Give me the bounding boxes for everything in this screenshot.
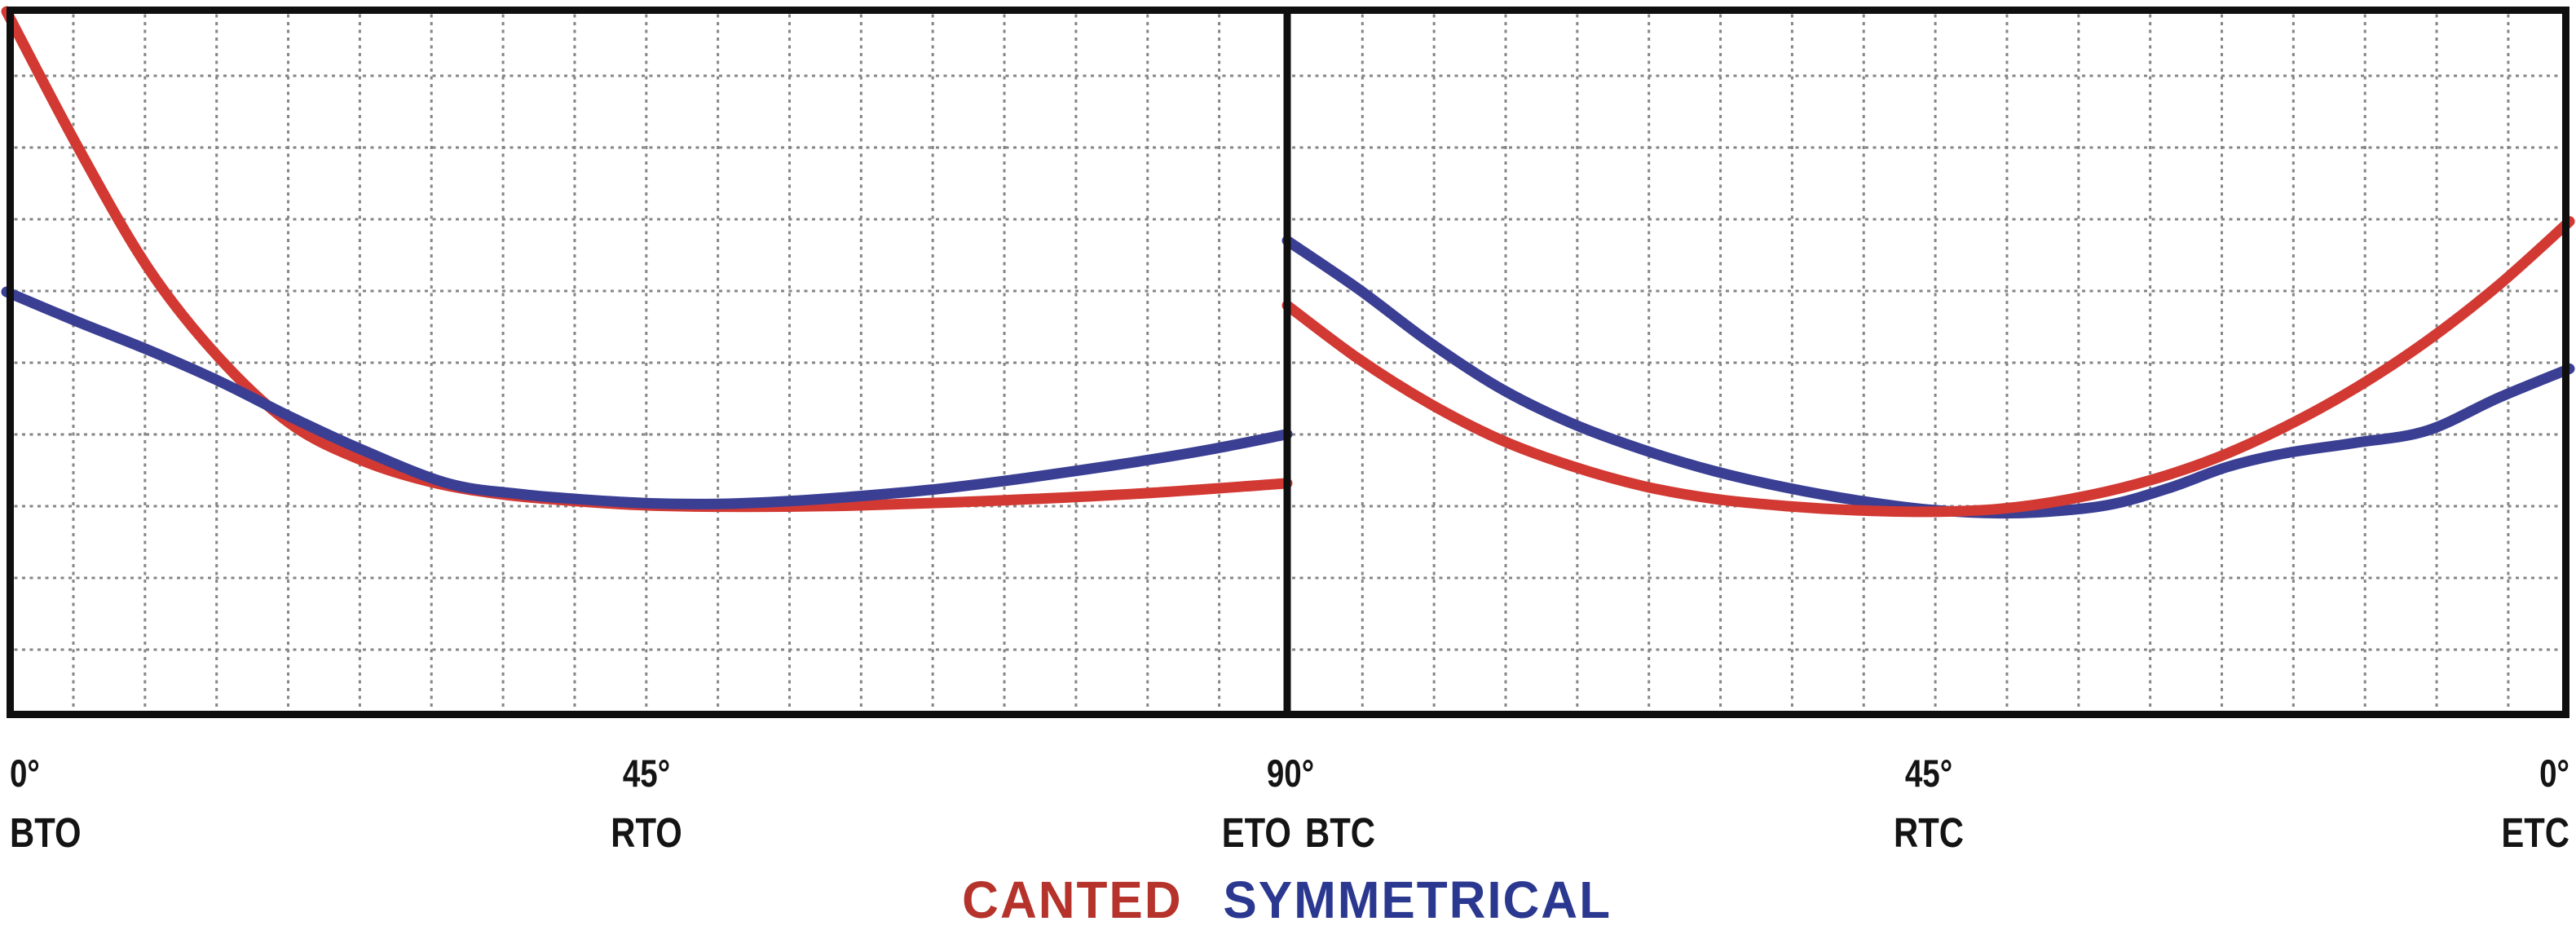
tick-angle-etc: 0° xyxy=(2539,752,2569,795)
legend-item-canted: CANTED xyxy=(962,871,1183,929)
curve-symmetrical-opening xyxy=(1,286,1293,509)
legend-item-symmetrical: SYMMETRICAL xyxy=(1223,871,1612,929)
tick-angle-90-shared: 90° xyxy=(1266,752,1315,795)
panel-borders xyxy=(7,7,2569,718)
tick-code-etc: ETC xyxy=(2501,809,2569,856)
grid xyxy=(7,7,2569,718)
tick-angle-rtc: 45° xyxy=(1904,752,1953,795)
tick-angle-bto: 0° xyxy=(10,752,40,795)
legend: CANTED SYMMETRICAL xyxy=(0,874,2576,926)
tick-code-bto: BTO xyxy=(10,809,82,856)
curve-canted-closing xyxy=(1281,216,2575,518)
panel-opening xyxy=(1,6,1293,513)
tick-angle-rto: 45° xyxy=(622,752,671,795)
tick-code-btc: BTC xyxy=(1305,809,1375,856)
tick-code-rto: RTO xyxy=(611,809,682,856)
tick-code-eto: ETO xyxy=(1221,809,1291,856)
panel-closing xyxy=(1281,216,2575,519)
tick-code-rtc: RTC xyxy=(1894,809,1964,856)
